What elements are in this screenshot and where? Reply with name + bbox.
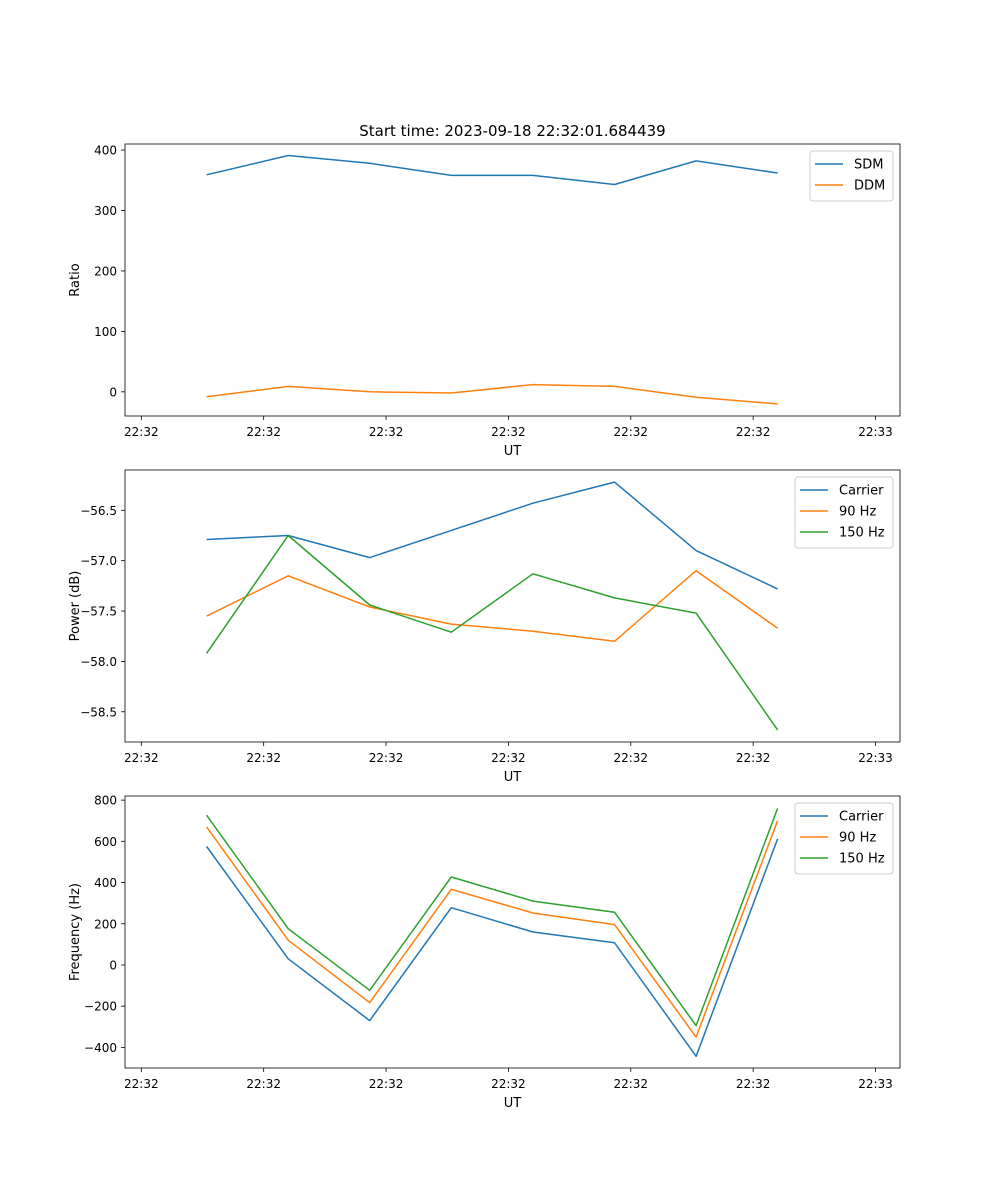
y-tick-label: −58.0 xyxy=(80,655,117,669)
series-line-150-hz xyxy=(205,808,779,1027)
y-tick-label: 800 xyxy=(94,794,117,808)
legend-label: Carrier xyxy=(839,810,884,825)
y-tick-label: −200 xyxy=(84,1000,117,1014)
x-tick-label: 22:32 xyxy=(491,425,526,439)
y-tick-label: 100 xyxy=(94,325,117,339)
x-tick-label: 22:32 xyxy=(369,1077,404,1091)
x-tick-label: 22:32 xyxy=(124,751,159,765)
y-tick-label: 400 xyxy=(94,876,117,890)
axes-frame xyxy=(124,469,901,743)
legend-label: 150 Hz xyxy=(839,852,885,867)
x-tick-label: 22:32 xyxy=(369,425,404,439)
series-line-carrier xyxy=(206,481,778,590)
y-tick-label: 0 xyxy=(109,385,117,399)
x-tick-label: 22:32 xyxy=(491,1077,526,1091)
legend-label: 150 Hz xyxy=(839,526,885,541)
series-line-90-hz xyxy=(205,820,779,1038)
legend: SDM DDM xyxy=(809,150,894,202)
x-tick-label: 22:33 xyxy=(858,1077,893,1091)
x-axis-label: UT xyxy=(504,770,522,785)
x-tick-label: 22:32 xyxy=(736,1077,771,1091)
subplots: 22:32 22:32 22:32 22:32 22:32 22:32 22:33 0 100 2… xyxy=(68,143,901,1111)
legend: Carrier 90 Hz 150 Hz xyxy=(794,802,894,875)
y-tick-label: 400 xyxy=(94,144,117,158)
x-axis-label: UT xyxy=(504,444,522,459)
y-axis-label: Power (dB) xyxy=(68,571,83,642)
x-tick-label: 22:32 xyxy=(491,751,526,765)
y-tick-label: 0 xyxy=(109,958,117,972)
y-tick-label: −58.5 xyxy=(80,705,117,719)
series-line-150-hz xyxy=(205,534,779,731)
x-tick-label: 22:33 xyxy=(858,751,893,765)
y-tick-label: 300 xyxy=(94,204,117,218)
y-tick-label: −57.0 xyxy=(80,554,117,568)
x-tick-label: 22:32 xyxy=(736,425,771,439)
subplot-2: 22:32 22:32 22:32 22:32 22:32 22:32 22:33 −58.5… xyxy=(68,469,901,785)
x-tick-label: 22:32 xyxy=(124,425,159,439)
legend-label: SDM xyxy=(854,158,883,173)
x-tick-label: 22:32 xyxy=(613,1077,648,1091)
y-axis-label: Frequency (Hz) xyxy=(68,883,83,981)
y-tick-label: 600 xyxy=(94,835,117,849)
x-tick-label: 22:32 xyxy=(246,1077,281,1091)
series-line-carrier xyxy=(205,838,779,1058)
axes-frame xyxy=(124,143,901,417)
legend-label: 90 Hz xyxy=(839,505,876,520)
legend-label: DDM xyxy=(854,179,885,194)
y-tick-label: 200 xyxy=(94,917,117,931)
x-axis-label: UT xyxy=(504,1096,522,1111)
x-tick-label: 22:32 xyxy=(246,751,281,765)
series-line-ddm xyxy=(206,383,778,405)
subplot-3: 22:32 22:32 22:32 22:32 22:32 22:32 22:33 −400 −… xyxy=(68,794,901,1111)
x-tick-label: 22:32 xyxy=(613,751,648,765)
legend-label: Carrier xyxy=(839,484,884,499)
x-tick-label: 22:33 xyxy=(858,425,893,439)
x-tick-label: 22:32 xyxy=(369,751,404,765)
subplot-1: 22:32 22:32 22:32 22:32 22:32 22:32 22:33 0 100 2… xyxy=(68,143,901,459)
y-tick-label: −57.5 xyxy=(80,605,117,619)
legend-box xyxy=(794,476,894,549)
x-tick-label: 22:32 xyxy=(246,425,281,439)
y-axis-label: Ratio xyxy=(68,263,83,296)
y-tick-label: −56.5 xyxy=(80,504,117,518)
series-line-sdm xyxy=(206,154,778,186)
axes-frame xyxy=(124,795,901,1069)
figure-title: Start time: 2023-09-18 22:32:01.684439 xyxy=(359,122,665,140)
x-tick-label: 22:32 xyxy=(736,751,771,765)
legend-box xyxy=(794,802,894,875)
y-tick-label: −400 xyxy=(84,1041,117,1055)
x-tick-label: 22:32 xyxy=(124,1077,159,1091)
legend-label: 90 Hz xyxy=(839,831,876,846)
y-tick-label: 200 xyxy=(94,264,117,278)
series-line-90-hz xyxy=(206,569,779,643)
x-tick-label: 22:32 xyxy=(613,425,648,439)
legend: Carrier 90 Hz 150 Hz xyxy=(794,476,894,549)
